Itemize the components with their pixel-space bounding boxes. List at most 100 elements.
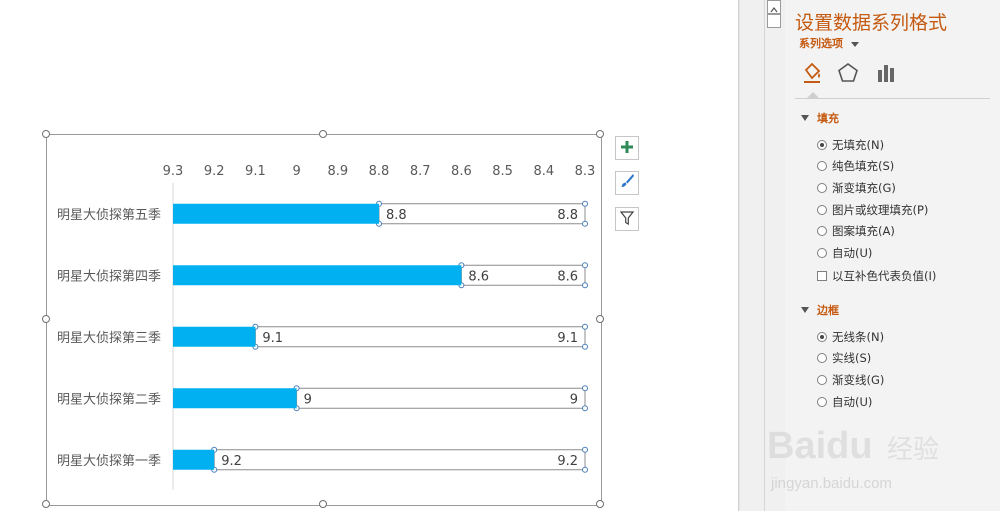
bar-series1[interactable] — [173, 203, 379, 224]
resize-handle-tr[interactable] — [596, 130, 604, 138]
bar-series2[interactable] — [296, 387, 586, 409]
border-option-gradient[interactable]: 渐变线(G) — [817, 372, 884, 388]
fill-option-solid[interactable]: 纯色填充(S) — [817, 158, 894, 174]
bar-series1[interactable] — [173, 326, 256, 347]
category-label: 明星大侦探第三季 — [57, 331, 161, 346]
data-label-series2: 9 — [570, 392, 578, 407]
border-section-label: 边框 — [817, 304, 839, 317]
document-canvas: 9.3 9.2 9.1 9 8.9 8.8 8.7 8.6 8.5 8.4 8.3 明星大侦探第五季… — [0, 0, 740, 511]
fill-section-header[interactable]: 填充 — [801, 110, 839, 126]
border-option-solid[interactable]: 实线(S) — [817, 350, 871, 366]
series-options-dropdown[interactable]: 系列选项 — [799, 35, 859, 51]
radio[interactable] — [817, 375, 827, 385]
radio-selected[interactable] — [817, 140, 827, 150]
format-data-series-pane: 设置数据系列格式 系列选项 填充 无填充(N) 纯色填充(S) 渐变填充(G) … — [785, 0, 1000, 511]
radio[interactable] — [817, 205, 827, 215]
radio[interactable] — [817, 248, 827, 258]
caret-down-icon — [850, 41, 859, 47]
selection-handle[interactable] — [582, 220, 588, 227]
resize-handle-br[interactable] — [596, 500, 604, 508]
bar-series2[interactable] — [378, 203, 586, 225]
option-label: 图案填充(A) — [832, 224, 895, 238]
fill-option-picture[interactable]: 图片或纹理填充(P) — [817, 202, 928, 218]
tab-fill-line[interactable] — [799, 60, 825, 86]
option-label: 实线(S) — [832, 351, 872, 365]
slide[interactable]: 9.3 9.2 9.1 9 8.9 8.8 8.7 8.6 8.5 8.4 8.3 明星大侦探第五季… — [0, 0, 739, 511]
x-axis-tick-label: 8.9 — [327, 164, 348, 179]
x-axis-tick-label: 8.8 — [369, 164, 390, 179]
radio[interactable] — [817, 161, 827, 171]
chart-styles-button[interactable] — [615, 171, 639, 195]
data-label-series1: 8.8 — [386, 208, 407, 223]
collapse-triangle-icon — [801, 307, 809, 313]
watermark-tag: 经验 — [887, 435, 939, 465]
fill-option-none[interactable]: 无填充(N) — [817, 137, 884, 153]
option-label: 自动(U) — [832, 395, 873, 409]
radio[interactable] — [817, 397, 827, 407]
x-axis-tick-label: 9.2 — [204, 164, 225, 179]
border-section-header[interactable]: 边框 — [801, 302, 839, 318]
checkbox[interactable] — [817, 271, 827, 281]
selection-handle[interactable] — [582, 262, 588, 269]
option-label: 渐变填充(G) — [832, 181, 896, 195]
selection-handle[interactable] — [582, 466, 588, 473]
option-label: 无线条(N) — [832, 330, 885, 344]
radio[interactable] — [817, 183, 827, 193]
selection-handle[interactable] — [582, 200, 588, 207]
option-label: 无填充(N) — [832, 138, 885, 152]
tab-effects[interactable] — [835, 60, 861, 86]
vertical-scrollbar[interactable] — [764, 0, 785, 511]
border-option-auto[interactable]: 自动(U) — [817, 394, 872, 410]
data-label-series2: 9.2 — [557, 454, 578, 469]
radio[interactable] — [817, 226, 827, 236]
x-axis-tick-label: 8.5 — [492, 164, 513, 179]
fill-option-auto[interactable]: 自动(U) — [817, 245, 872, 261]
pentagon-icon — [838, 63, 858, 82]
selection-handle[interactable] — [582, 282, 588, 289]
resize-handle-bl[interactable] — [42, 500, 50, 508]
x-axis-tick-label: 8.6 — [451, 164, 472, 179]
bar-series2[interactable] — [213, 449, 586, 471]
chart-elements-button[interactable] — [615, 136, 639, 160]
resize-handle-tl[interactable] — [42, 130, 50, 138]
selection-handle[interactable] — [582, 446, 588, 453]
option-label: 以互补色代表负值(I) — [832, 269, 937, 283]
category-label: 明星大侦探第二季 — [57, 392, 161, 407]
filter-icon — [619, 210, 635, 229]
fill-option-gradient[interactable]: 渐变填充(G) — [817, 180, 896, 196]
baidu-jingyan-watermark: Baidu 经验 jingyan.baidu.com — [767, 425, 939, 492]
selection-handle[interactable] — [582, 405, 588, 412]
series-options-label: 系列选项 — [799, 37, 843, 50]
option-label: 图片或纹理填充(P) — [832, 203, 929, 217]
bar-chart[interactable]: 9.3 9.2 9.1 9 8.9 8.8 8.7 8.6 8.5 8.4 8.3 明星大侦探第五季… — [0, 0, 738, 511]
resize-handle-tc[interactable] — [319, 130, 327, 138]
selection-handle[interactable] — [582, 343, 588, 350]
category-label: 明星大侦探第五季 — [57, 208, 161, 223]
x-axis-tick-label: 9.1 — [245, 164, 266, 179]
bar-series2[interactable] — [254, 326, 586, 348]
bar-series1[interactable] — [173, 388, 297, 409]
resize-handle-mr[interactable] — [596, 315, 604, 323]
selection-handle[interactable] — [582, 323, 588, 330]
plus-icon — [620, 139, 634, 158]
tab-series-options[interactable] — [873, 60, 899, 86]
option-label: 纯色填充(S) — [832, 159, 895, 173]
option-label: 渐变线(G) — [832, 373, 885, 387]
scroll-thumb[interactable] — [767, 14, 781, 28]
radio-selected[interactable] — [817, 332, 827, 342]
pane-title: 设置数据系列格式 — [795, 12, 948, 34]
resize-handle-bc[interactable] — [319, 500, 327, 508]
tab-separator — [795, 98, 990, 99]
selection-handle[interactable] — [582, 385, 588, 392]
resize-handle-ml[interactable] — [42, 315, 50, 323]
border-option-none[interactable]: 无线条(N) — [817, 329, 884, 345]
invert-if-negative-checkbox[interactable]: 以互补色代表负值(I) — [817, 268, 936, 284]
scroll-up-button[interactable] — [767, 0, 781, 14]
option-label: 自动(U) — [832, 246, 873, 260]
category-label: 明星大侦探第四季 — [57, 269, 161, 284]
radio[interactable] — [817, 353, 827, 363]
chart-filters-button[interactable] — [615, 207, 639, 231]
bar-series1[interactable] — [173, 449, 215, 470]
fill-option-pattern[interactable]: 图案填充(A) — [817, 223, 895, 239]
bar-series1[interactable] — [173, 265, 462, 286]
